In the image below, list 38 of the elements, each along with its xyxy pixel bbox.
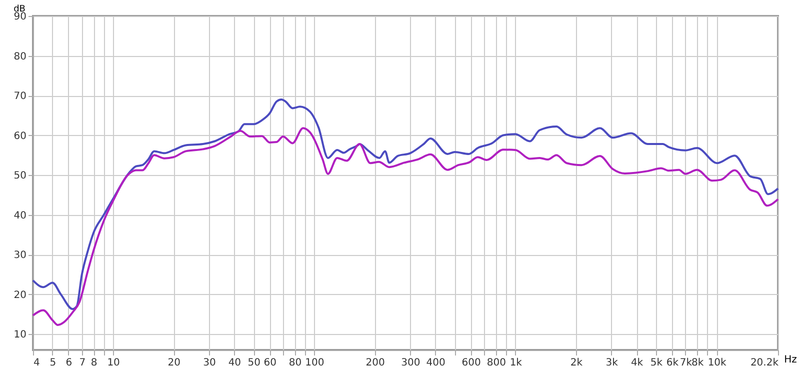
x-tick-label: 8 — [90, 358, 98, 368]
x-tick-label: 6k — [666, 358, 679, 368]
x-tick-label: 200 — [366, 358, 385, 368]
x-tick-label: 40 — [228, 358, 242, 368]
x-tick-label: 60 — [264, 358, 276, 368]
x-axis-title: Hz — [784, 354, 797, 366]
y-tick-label: 60 — [14, 130, 26, 142]
x-tick-label: 80 — [288, 358, 302, 368]
x-tick-label: 20.2k — [750, 358, 779, 368]
x-tick-label: 20 — [168, 358, 180, 368]
y-tick-label: 40 — [14, 210, 26, 222]
y-tick-label: 30 — [14, 250, 26, 262]
y-tick-label: 20 — [14, 290, 26, 301]
x-tick-label: 7 — [79, 358, 86, 368]
x-tick-label: 2k — [570, 358, 583, 368]
y-tick-label: 10 — [14, 330, 26, 341]
y-tick-label: 70 — [14, 91, 26, 102]
x-tick-label: 6 — [66, 358, 72, 368]
x-tick-label: 30 — [203, 358, 216, 368]
x-tick-label: 300 — [401, 358, 420, 368]
x-tick-label: 400 — [426, 358, 446, 368]
x-tick-label: 10 — [107, 358, 120, 368]
x-tick-label: 800 — [486, 358, 506, 368]
y-tick-label: 50 — [14, 170, 26, 182]
x-tick-label: 50 — [248, 358, 261, 368]
x-tick-label: 600 — [462, 358, 481, 368]
x-tick-label: 8k — [692, 358, 704, 368]
x-tick-label: 5k — [650, 358, 663, 368]
x-tick-label: 100 — [305, 358, 324, 368]
x-tick-label: 3k — [606, 358, 618, 368]
x-tick-label: 4 — [34, 358, 40, 368]
x-tick-label: 4k — [630, 358, 644, 368]
y-tick-label: 80 — [14, 51, 26, 62]
x-tick-label: 1k — [510, 358, 522, 368]
x-tick-label: 7k — [680, 358, 692, 368]
x-tick-label: 10k — [708, 358, 727, 368]
y-tick-label: 90 — [14, 12, 26, 22]
x-tick-label: 5 — [50, 358, 56, 368]
